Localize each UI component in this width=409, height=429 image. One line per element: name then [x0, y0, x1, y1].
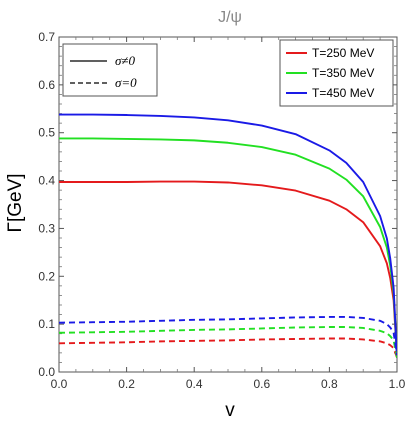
- x-tick-label: 0.8: [321, 377, 338, 391]
- series-line-sigma-zero-t-250-mev: [59, 337, 397, 358]
- x-tick-label: 0.6: [253, 377, 270, 391]
- y-tick-label: 0.0: [38, 365, 55, 379]
- x-axis-label: v: [225, 400, 235, 421]
- y-tick-label: 0.4: [38, 174, 55, 188]
- x-tick-label: 0.0: [51, 377, 68, 391]
- chart-title: J/ψ: [218, 9, 242, 26]
- x-tick-label: 0.2: [118, 377, 135, 391]
- y-tick-label: 0.6: [38, 78, 55, 92]
- series-line-sigma-zero-t-450-mev: [59, 316, 397, 356]
- x-tick-label: 1.0: [389, 377, 406, 391]
- series-line-sigma-zero-t-350-mev: [59, 326, 397, 358]
- y-tick-label: 0.7: [38, 30, 55, 44]
- legend-style-label: σ=0: [115, 75, 137, 90]
- y-tick-label: 0.1: [38, 317, 55, 331]
- legend-color-label: T=250 MeV: [312, 46, 374, 60]
- legend-color-label: T=450 MeV: [312, 86, 374, 100]
- legend-style-box: [62, 43, 158, 97]
- y-tick-label: 0.2: [38, 269, 55, 283]
- y-axis-label: Γ[GeV]: [5, 173, 26, 232]
- series-line-sigma-nonzero-t-250-mev: [59, 180, 397, 358]
- x-tick-label: 0.4: [186, 377, 203, 391]
- plot-area: 0.0 0.2 0.4 0.6 0.8 1.0 0.0 0.1 0.2 0.3 0.4 0.5 0.6 0…: [38, 30, 405, 391]
- series-line-sigma-nonzero-t-450-mev: [59, 113, 397, 358]
- y-tick-label: 0.5: [38, 126, 55, 140]
- series-line-sigma-nonzero-t-350-mev: [59, 137, 397, 358]
- legend-style-label: σ≠0: [115, 53, 136, 68]
- y-tick-label: 0.3: [38, 221, 55, 235]
- legend-color-label: T=350 MeV: [312, 66, 374, 80]
